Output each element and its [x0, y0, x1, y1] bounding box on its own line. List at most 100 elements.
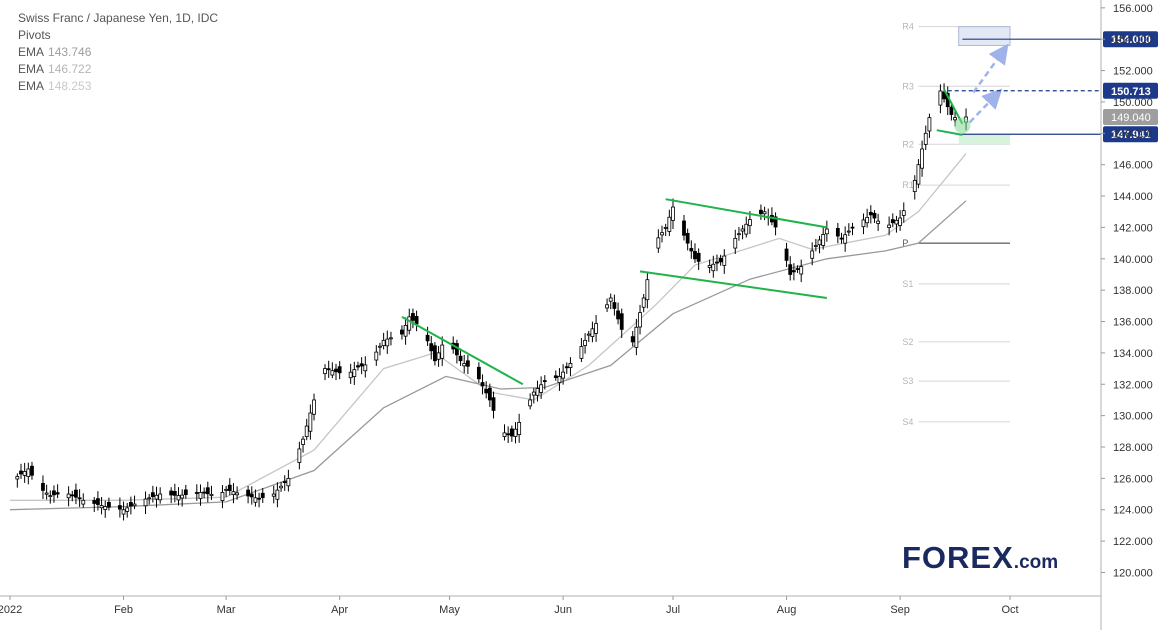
candle-up — [385, 338, 390, 347]
price-axis[interactable]: 156.000 154.000 152.000 150.000 148.000 146.0… — [1100, 0, 1153, 630]
candle-down — [249, 493, 254, 498]
candle-up — [513, 428, 518, 437]
candle-up — [330, 370, 335, 376]
candle-up — [579, 346, 584, 359]
candle-down — [890, 219, 895, 224]
candle-down — [509, 428, 514, 437]
candle-down — [480, 382, 485, 387]
candle-up — [440, 344, 445, 359]
pivot-label-r4: R4 — [902, 22, 914, 32]
candle-up — [132, 503, 137, 507]
ema-legend-3[interactable]: EMA 148.253 — [18, 78, 218, 95]
pivots-label[interactable]: Pivots — [18, 28, 51, 42]
candle-down — [619, 313, 624, 330]
pivot-levels: R4 R3 R2 R1 P S1 S2 S3 S4 — [902, 22, 1010, 427]
ema-value: 143.746 — [48, 45, 92, 59]
candle-down — [689, 248, 694, 252]
candle-up — [586, 333, 591, 336]
pivot-label-s3: S3 — [902, 376, 913, 386]
candle-up — [656, 237, 661, 249]
candle-down — [107, 501, 111, 508]
logo-main: FOREX — [902, 540, 1014, 575]
candle-up — [352, 369, 357, 377]
candle-down — [19, 470, 23, 475]
trendline-5 — [936, 129, 963, 136]
time-tick-label: Apr — [331, 604, 348, 616]
projection-arrow-2 — [972, 43, 1009, 94]
candle-down — [759, 209, 763, 215]
candle-up — [535, 388, 540, 396]
candle-up — [817, 239, 822, 246]
candle-down — [553, 375, 558, 378]
candle-down — [839, 237, 844, 240]
time-tick-label: Aug — [777, 604, 797, 616]
candle-up — [271, 493, 276, 497]
candle-up — [176, 495, 181, 501]
candle-down — [356, 365, 360, 368]
candle-up — [286, 477, 291, 487]
horizontal-levels: 154.000 150.713 147.941 149.040 — [947, 31, 1158, 143]
candle-down — [172, 491, 177, 496]
symbol-title[interactable]: Swiss Franc / Japanese Yen, 1D, IDC — [18, 11, 219, 25]
candle-up — [462, 363, 467, 367]
candle-up — [348, 371, 353, 379]
candle-up — [323, 368, 327, 374]
candle-up — [876, 220, 881, 224]
candle-up — [667, 216, 672, 232]
candle-up — [671, 206, 675, 221]
candle-up — [641, 297, 646, 308]
time-tick-label: Sep — [890, 604, 910, 616]
ema-label: EMA — [18, 45, 45, 59]
level-tag-bg — [1103, 31, 1158, 48]
candle-up — [927, 117, 932, 132]
candle-up — [561, 371, 566, 379]
candle-down — [227, 484, 232, 491]
time-axis[interactable]: 2022 Feb Mar Apr May Jun Jul Aug Sep Oct — [0, 595, 1101, 616]
candle-up — [813, 245, 818, 247]
candle-up — [121, 509, 126, 515]
candle-down — [337, 366, 342, 374]
candle-up — [231, 491, 236, 496]
candle-down — [92, 500, 97, 504]
candle-down — [30, 465, 34, 476]
candle-down — [715, 261, 719, 264]
candle-up — [901, 210, 906, 216]
candle-up — [568, 363, 573, 368]
candle-down — [616, 310, 620, 320]
last-price-tag-label: 149.040 — [1111, 112, 1151, 124]
level-tag-label: 150.713 — [1111, 86, 1151, 98]
time-tick-label: May — [439, 604, 460, 616]
candle-down — [630, 336, 635, 343]
candle-up — [821, 234, 826, 246]
candle-down — [326, 368, 331, 371]
ema-legend-1[interactable]: EMA 143.746 — [18, 44, 218, 61]
candle-up — [180, 494, 185, 499]
candle-down — [117, 505, 122, 510]
candle-up — [722, 255, 727, 266]
candle-down — [484, 388, 489, 394]
candle-down — [476, 366, 481, 380]
candle-up — [938, 90, 943, 106]
candle-up — [912, 179, 917, 192]
candle-up — [916, 164, 921, 185]
candle-up — [22, 471, 27, 476]
candle-up — [15, 476, 20, 480]
level-tag-label: 147.941 — [1111, 129, 1151, 141]
price-tick-label: 130.000 — [1113, 411, 1153, 423]
support-box — [958, 134, 1010, 145]
candle-down — [487, 387, 492, 401]
ema-legend-2[interactable]: EMA 146.722 — [18, 61, 218, 78]
candle-down — [868, 211, 873, 216]
candle-up — [209, 493, 214, 496]
level-tag-label: 154.000 — [1111, 34, 1151, 46]
trendline-3 — [639, 270, 827, 299]
candle-down — [246, 489, 250, 497]
price-tick-label: 150.000 — [1113, 97, 1153, 109]
candle-up — [81, 499, 86, 505]
candle-down — [194, 492, 199, 494]
price-tick-label: 132.000 — [1113, 379, 1153, 391]
candle-up — [220, 492, 225, 501]
candle-up — [403, 325, 408, 337]
candle-up — [147, 497, 152, 500]
